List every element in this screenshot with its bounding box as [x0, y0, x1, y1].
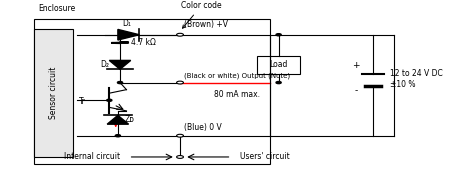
- Circle shape: [276, 34, 281, 36]
- Circle shape: [115, 135, 121, 137]
- Circle shape: [176, 134, 184, 137]
- Polygon shape: [118, 29, 140, 40]
- Circle shape: [107, 99, 112, 101]
- Circle shape: [176, 33, 184, 36]
- Text: Tr: Tr: [79, 97, 86, 106]
- Bar: [34, 19, 270, 164]
- Circle shape: [276, 82, 281, 84]
- Text: Load: Load: [270, 60, 288, 69]
- Circle shape: [176, 81, 184, 84]
- Text: D₁: D₁: [122, 19, 131, 28]
- Circle shape: [176, 156, 184, 158]
- Text: (Brown) +V: (Brown) +V: [184, 20, 228, 29]
- Text: Sensor circuit: Sensor circuit: [49, 67, 58, 119]
- Text: Users' circuit: Users' circuit: [240, 152, 290, 161]
- Bar: [257, 56, 300, 74]
- Text: Internal circuit: Internal circuit: [64, 152, 120, 161]
- Text: (Blue) 0 V: (Blue) 0 V: [184, 123, 222, 132]
- Text: D₂: D₂: [101, 60, 110, 69]
- Polygon shape: [109, 60, 131, 69]
- Text: Zᴅ: Zᴅ: [124, 115, 134, 124]
- Text: 4.7 kΩ: 4.7 kΩ: [131, 38, 156, 47]
- Circle shape: [117, 82, 122, 84]
- Text: -: -: [354, 86, 357, 95]
- Text: Enclosure: Enclosure: [39, 4, 76, 14]
- Bar: [34, 29, 73, 157]
- Text: 12 to 24 V DC
±10 %: 12 to 24 V DC ±10 %: [390, 69, 443, 89]
- Polygon shape: [107, 115, 129, 124]
- Text: 80 mA max.: 80 mA max.: [214, 91, 260, 100]
- Text: +: +: [352, 61, 360, 70]
- Text: Color code: Color code: [181, 1, 222, 28]
- Text: (Black or white) Output (Note): (Black or white) Output (Note): [184, 73, 290, 79]
